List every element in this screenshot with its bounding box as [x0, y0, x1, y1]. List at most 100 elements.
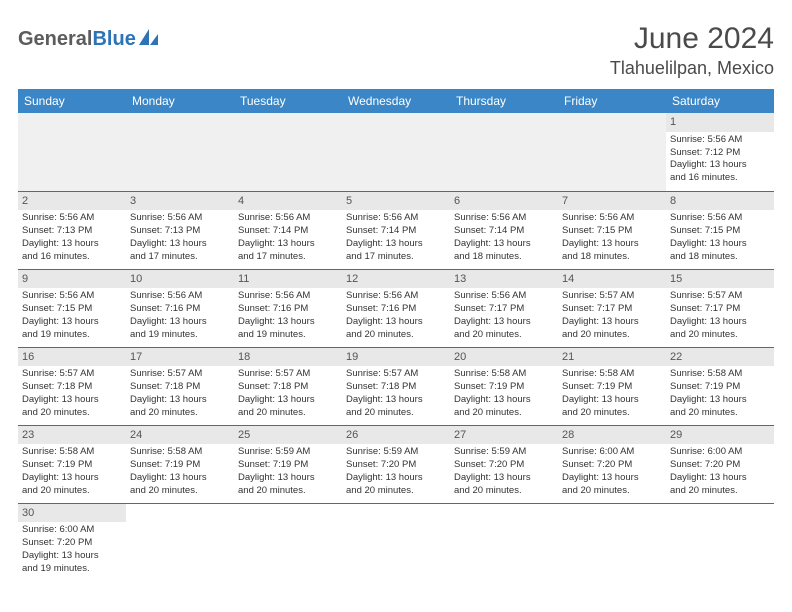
calendar-cell: 27Sunrise: 5:59 AMSunset: 7:20 PMDayligh…	[450, 425, 558, 503]
daylight-text: Daylight: 13 hours	[238, 472, 338, 485]
calendar-cell: 13Sunrise: 5:56 AMSunset: 7:17 PMDayligh…	[450, 269, 558, 347]
sunrise-text: Sunrise: 5:56 AM	[238, 212, 338, 225]
calendar-cell: 7Sunrise: 5:56 AMSunset: 7:15 PMDaylight…	[558, 191, 666, 269]
sunset-text: Sunset: 7:18 PM	[22, 381, 122, 394]
daylight-text: Daylight: 13 hours	[238, 394, 338, 407]
day-number: 13	[450, 270, 558, 289]
daylight-text: Daylight: 13 hours	[670, 394, 770, 407]
calendar-cell: 25Sunrise: 5:59 AMSunset: 7:19 PMDayligh…	[234, 425, 342, 503]
empty-day: .	[234, 113, 342, 132]
sunrise-text: Sunrise: 5:56 AM	[130, 290, 230, 303]
sunrise-text: Sunrise: 5:57 AM	[22, 368, 122, 381]
empty-day: .	[18, 113, 126, 132]
daylight-text: and 20 minutes.	[130, 407, 230, 420]
sunset-text: Sunset: 7:20 PM	[22, 537, 122, 550]
daylight-text: Daylight: 13 hours	[346, 238, 446, 251]
daylight-text: Daylight: 13 hours	[22, 550, 122, 563]
daylight-text: and 20 minutes.	[562, 485, 662, 498]
daylight-text: Daylight: 13 hours	[454, 316, 554, 329]
daylight-text: Daylight: 13 hours	[670, 159, 770, 172]
sunrise-text: Sunrise: 5:56 AM	[670, 212, 770, 225]
sunset-text: Sunset: 7:13 PM	[130, 225, 230, 238]
sunrise-text: Sunrise: 5:58 AM	[22, 446, 122, 459]
daylight-text: and 20 minutes.	[346, 485, 446, 498]
daylight-text: Daylight: 13 hours	[346, 394, 446, 407]
calendar-cell: 20Sunrise: 5:58 AMSunset: 7:19 PMDayligh…	[450, 347, 558, 425]
calendar-cell: 3Sunrise: 5:56 AMSunset: 7:13 PMDaylight…	[126, 191, 234, 269]
sunset-text: Sunset: 7:19 PM	[130, 459, 230, 472]
calendar-cell: 6Sunrise: 5:56 AMSunset: 7:14 PMDaylight…	[450, 191, 558, 269]
sunrise-text: Sunrise: 5:57 AM	[670, 290, 770, 303]
daylight-text: and 20 minutes.	[346, 407, 446, 420]
sunrise-text: Sunrise: 6:00 AM	[22, 524, 122, 537]
daylight-text: Daylight: 13 hours	[562, 394, 662, 407]
daylight-text: and 20 minutes.	[238, 407, 338, 420]
calendar-cell: .	[18, 113, 126, 191]
day-number: 7	[558, 192, 666, 211]
sunrise-text: Sunrise: 5:56 AM	[130, 212, 230, 225]
sunset-text: Sunset: 7:18 PM	[130, 381, 230, 394]
calendar-week-row: 23Sunrise: 5:58 AMSunset: 7:19 PMDayligh…	[18, 425, 774, 503]
sunset-text: Sunset: 7:20 PM	[454, 459, 554, 472]
logo-text-blue: Blue	[92, 28, 135, 51]
calendar-week-row: 2Sunrise: 5:56 AMSunset: 7:13 PMDaylight…	[18, 191, 774, 269]
empty-day: .	[342, 113, 450, 132]
sunrise-text: Sunrise: 5:56 AM	[22, 290, 122, 303]
calendar-cell: 21Sunrise: 5:58 AMSunset: 7:19 PMDayligh…	[558, 347, 666, 425]
calendar-cell: 1Sunrise: 5:56 AMSunset: 7:12 PMDaylight…	[666, 113, 774, 191]
calendar-week-row: 9Sunrise: 5:56 AMSunset: 7:15 PMDaylight…	[18, 269, 774, 347]
daylight-text: and 17 minutes.	[130, 251, 230, 264]
sunrise-text: Sunrise: 5:59 AM	[454, 446, 554, 459]
sunset-text: Sunset: 7:19 PM	[562, 381, 662, 394]
sunset-text: Sunset: 7:20 PM	[670, 459, 770, 472]
sunset-text: Sunset: 7:16 PM	[238, 303, 338, 316]
sunset-text: Sunset: 7:18 PM	[238, 381, 338, 394]
empty-day: .	[126, 113, 234, 132]
day-number: 10	[126, 270, 234, 289]
sunrise-text: Sunrise: 5:56 AM	[454, 290, 554, 303]
daylight-text: and 16 minutes.	[670, 172, 770, 185]
header: General Blue June 2024 Tlahuelilpan, Mex…	[18, 22, 774, 79]
calendar-cell: 19Sunrise: 5:57 AMSunset: 7:18 PMDayligh…	[342, 347, 450, 425]
sunset-text: Sunset: 7:15 PM	[22, 303, 122, 316]
calendar-cell	[450, 503, 558, 581]
daylight-text: Daylight: 13 hours	[562, 472, 662, 485]
calendar-cell: 5Sunrise: 5:56 AMSunset: 7:14 PMDaylight…	[342, 191, 450, 269]
sunset-text: Sunset: 7:16 PM	[130, 303, 230, 316]
daylight-text: Daylight: 13 hours	[22, 316, 122, 329]
daylight-text: and 18 minutes.	[562, 251, 662, 264]
day-number: 15	[666, 270, 774, 289]
calendar-cell: 15Sunrise: 5:57 AMSunset: 7:17 PMDayligh…	[666, 269, 774, 347]
day-header: Sunday	[18, 89, 126, 113]
calendar-cell	[234, 503, 342, 581]
daylight-text: and 19 minutes.	[22, 563, 122, 576]
sunset-text: Sunset: 7:19 PM	[454, 381, 554, 394]
daylight-text: Daylight: 13 hours	[454, 238, 554, 251]
calendar-cell: 17Sunrise: 5:57 AMSunset: 7:18 PMDayligh…	[126, 347, 234, 425]
calendar-week-row: 16Sunrise: 5:57 AMSunset: 7:18 PMDayligh…	[18, 347, 774, 425]
daylight-text: and 20 minutes.	[670, 407, 770, 420]
daylight-text: and 20 minutes.	[454, 329, 554, 342]
calendar-cell: 9Sunrise: 5:56 AMSunset: 7:15 PMDaylight…	[18, 269, 126, 347]
daylight-text: Daylight: 13 hours	[670, 238, 770, 251]
sunset-text: Sunset: 7:14 PM	[238, 225, 338, 238]
daylight-text: and 20 minutes.	[22, 407, 122, 420]
daylight-text: Daylight: 13 hours	[22, 394, 122, 407]
daylight-text: Daylight: 13 hours	[670, 472, 770, 485]
calendar-cell	[666, 503, 774, 581]
day-header: Wednesday	[342, 89, 450, 113]
sunset-text: Sunset: 7:14 PM	[346, 225, 446, 238]
daylight-text: Daylight: 13 hours	[454, 472, 554, 485]
day-header: Monday	[126, 89, 234, 113]
day-number: 28	[558, 426, 666, 445]
day-number: 20	[450, 348, 558, 367]
day-number: 18	[234, 348, 342, 367]
calendar-cell: 24Sunrise: 5:58 AMSunset: 7:19 PMDayligh…	[126, 425, 234, 503]
daylight-text: Daylight: 13 hours	[130, 238, 230, 251]
calendar-cell: 16Sunrise: 5:57 AMSunset: 7:18 PMDayligh…	[18, 347, 126, 425]
logo: General Blue	[18, 28, 160, 51]
day-number: 26	[342, 426, 450, 445]
sunrise-text: Sunrise: 5:56 AM	[670, 134, 770, 147]
sunset-text: Sunset: 7:19 PM	[238, 459, 338, 472]
calendar-cell: .	[342, 113, 450, 191]
